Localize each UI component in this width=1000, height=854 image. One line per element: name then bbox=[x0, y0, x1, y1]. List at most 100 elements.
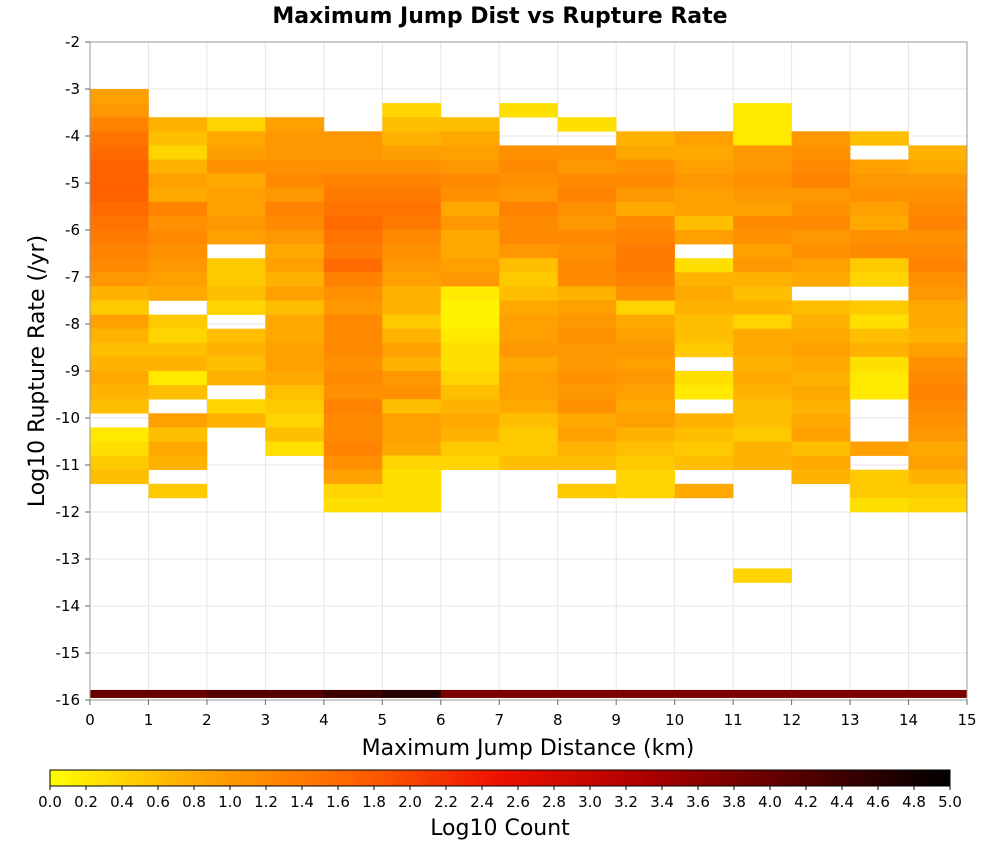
heatmap-cell bbox=[382, 385, 442, 400]
heatmap-cell bbox=[265, 230, 325, 245]
heatmap-cell bbox=[323, 497, 383, 513]
heatmap-cell bbox=[557, 342, 617, 358]
heatmap-cell bbox=[440, 159, 500, 174]
heatmap-cell bbox=[850, 244, 909, 259]
heatmap-cell bbox=[674, 342, 734, 358]
heatmap-cell bbox=[616, 215, 675, 231]
x-tick-label: 11 bbox=[724, 711, 743, 729]
colorbar-tick-label: 5.0 bbox=[938, 793, 962, 811]
heatmap-cell bbox=[499, 314, 559, 329]
heatmap-cell bbox=[382, 483, 442, 499]
heatmap-cell bbox=[733, 356, 792, 372]
heatmap-cell bbox=[206, 342, 266, 358]
heatmap-cell bbox=[733, 314, 792, 329]
colorbar-tick-label: 1.2 bbox=[254, 793, 278, 811]
heatmap-cell bbox=[382, 300, 442, 315]
heatmap-cell bbox=[440, 131, 500, 146]
heatmap-cell bbox=[265, 201, 325, 217]
heatmap-cell bbox=[791, 385, 851, 400]
heatmap-cell bbox=[674, 385, 734, 400]
heatmap-cell bbox=[791, 215, 851, 231]
heatmap-cell bbox=[323, 145, 383, 160]
heatmap-cell bbox=[674, 286, 734, 301]
heatmap-cell bbox=[791, 427, 851, 442]
heatmap-cell bbox=[148, 173, 208, 188]
heatmap-cell bbox=[674, 300, 734, 315]
heatmap-cell bbox=[440, 272, 500, 287]
heatmap-cell bbox=[557, 244, 617, 259]
heatmap-cell bbox=[850, 328, 909, 344]
heatmap-cell bbox=[791, 455, 851, 470]
heatmap-cell bbox=[90, 201, 149, 217]
heatmap-cell bbox=[908, 286, 968, 301]
heatmap-cell-bottom bbox=[90, 689, 149, 698]
heatmap-cell bbox=[616, 300, 675, 315]
y-tick-label: -8 bbox=[65, 315, 80, 333]
colorbar-tick-label: 1.8 bbox=[362, 793, 386, 811]
heatmap-cell bbox=[499, 300, 559, 315]
heatmap-cell bbox=[616, 272, 675, 287]
heatmap-cell bbox=[850, 469, 909, 485]
heatmap-cell bbox=[148, 314, 208, 329]
heatmap-cell bbox=[440, 215, 500, 231]
heatmap-cell bbox=[557, 371, 617, 386]
heatmap-cell bbox=[733, 215, 792, 231]
heatmap-cell bbox=[265, 159, 325, 174]
x-axis-label: Maximum Jump Distance (km) bbox=[362, 736, 695, 761]
heatmap-cell bbox=[674, 131, 734, 146]
heatmap-cell bbox=[850, 342, 909, 358]
heatmap-cell bbox=[908, 215, 968, 231]
heatmap-cell bbox=[908, 201, 968, 217]
heatmap-cell bbox=[323, 455, 383, 470]
y-tick-label: -9 bbox=[65, 362, 80, 380]
heatmap-cell bbox=[440, 173, 500, 188]
heatmap-cell bbox=[90, 455, 149, 470]
heatmap-cell bbox=[440, 117, 500, 132]
heatmap-cell bbox=[850, 215, 909, 231]
heatmap-cell bbox=[499, 244, 559, 259]
heatmap-cell bbox=[148, 342, 208, 358]
colorbar-tick-label: 4.0 bbox=[758, 793, 782, 811]
heatmap-cell bbox=[616, 244, 675, 259]
heatmap-cell bbox=[850, 497, 909, 513]
y-tick-label: -13 bbox=[56, 550, 81, 568]
heatmap-cell bbox=[440, 314, 500, 329]
heatmap-cell bbox=[323, 399, 383, 414]
heatmap-cell bbox=[791, 159, 851, 174]
colorbar-tick-label: 1.4 bbox=[290, 793, 314, 811]
heatmap-cell bbox=[674, 441, 734, 456]
heatmap-cell bbox=[440, 187, 500, 203]
y-tick-label: -7 bbox=[65, 268, 80, 286]
colorbar-tick-label: 2.6 bbox=[506, 793, 530, 811]
heatmap-cell bbox=[557, 230, 617, 245]
heatmap-cell bbox=[440, 342, 500, 358]
heatmap-cell bbox=[557, 385, 617, 400]
heatmap-cell bbox=[908, 497, 968, 513]
heatmap-cell bbox=[206, 131, 266, 146]
heatmap-cell bbox=[616, 173, 675, 188]
heatmap-cell bbox=[440, 385, 500, 400]
colorbar-tick-label: 4.2 bbox=[794, 793, 818, 811]
heatmap-cell bbox=[148, 371, 208, 386]
heatmap-cell bbox=[382, 103, 442, 118]
y-tick-label: -2 bbox=[65, 33, 80, 51]
heatmap-cell bbox=[90, 356, 149, 372]
y-tick-label: -12 bbox=[56, 503, 81, 521]
heatmap-cell bbox=[733, 568, 792, 583]
heatmap-cell-bottom bbox=[382, 689, 442, 698]
heatmap-cell bbox=[90, 244, 149, 259]
heatmap-cell bbox=[499, 413, 559, 428]
heatmap-cell bbox=[616, 385, 675, 400]
heatmap-cell bbox=[557, 300, 617, 315]
heatmap-cell bbox=[791, 328, 851, 344]
x-tick-label: 12 bbox=[782, 711, 801, 729]
heatmap-cell bbox=[791, 187, 851, 203]
heatmap-cell bbox=[908, 342, 968, 358]
heatmap-cell-bottom bbox=[265, 689, 325, 698]
heatmap-cell bbox=[323, 385, 383, 400]
heatmap-cell bbox=[148, 159, 208, 174]
heatmap-cell bbox=[850, 300, 909, 315]
heatmap-cell bbox=[557, 455, 617, 470]
heatmap-cell bbox=[557, 173, 617, 188]
heatmap-cell bbox=[382, 469, 442, 485]
